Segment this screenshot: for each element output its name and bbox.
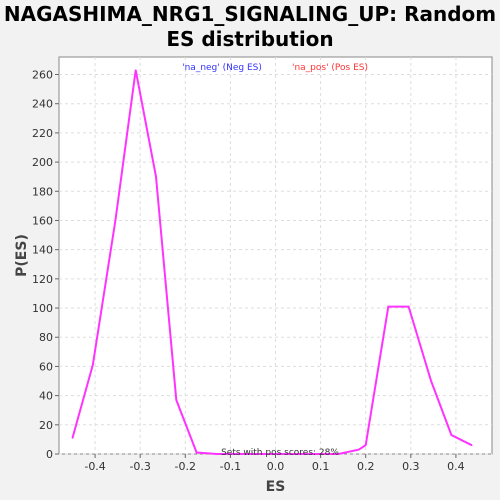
- x-tick-label: -0.3: [129, 460, 150, 473]
- y-tick-label: 240: [32, 98, 53, 111]
- x-tick-label: -0.4: [84, 460, 105, 473]
- data-point: [297, 453, 299, 455]
- chart-title: NAGASHIMA_NRG1_SIGNALING_UP: Random ES d…: [3, 2, 497, 51]
- x-tick-label: 0.4: [447, 460, 465, 473]
- y-tick-label: 20: [39, 419, 53, 432]
- data-point: [216, 453, 218, 455]
- data-point: [337, 453, 340, 455]
- x-tick-label: 0.1: [312, 460, 330, 473]
- x-tick-label: 0.0: [267, 460, 285, 473]
- x-tick-label: 0.2: [357, 460, 375, 473]
- data-point: [276, 453, 279, 455]
- data-point: [71, 437, 74, 439]
- data-point: [407, 305, 410, 308]
- data-point: [317, 453, 320, 455]
- grid: [59, 57, 492, 455]
- data-point: [114, 219, 117, 222]
- y-tick-label: 140: [32, 244, 53, 257]
- x-axis-title: ES: [266, 479, 286, 495]
- data-point: [364, 444, 367, 447]
- data-point: [155, 175, 157, 178]
- legend-item-label: 'na_neg' (Neg ES): [182, 63, 262, 73]
- legend-item-label: 'na_pos' (Pos ES): [292, 63, 368, 73]
- y-tick-label: 200: [32, 156, 53, 169]
- data-point: [358, 448, 360, 451]
- x-tick-label: -0.1: [220, 460, 241, 473]
- data-point: [450, 434, 453, 436]
- data-point: [195, 451, 198, 454]
- data-point: [430, 380, 432, 382]
- y-tick-label: 0: [46, 448, 53, 461]
- y-tick-label: 260: [32, 69, 53, 82]
- data-point: [134, 69, 137, 71]
- annotation-text: Sets with pos scores: 28%: [221, 448, 339, 458]
- y-tick-label: 80: [39, 331, 53, 344]
- data-point: [175, 399, 178, 401]
- data-point: [387, 305, 390, 308]
- series-layer: [71, 69, 473, 455]
- y-tick-label: 180: [32, 185, 53, 198]
- y-tick-label: 100: [32, 302, 53, 315]
- axes: -0.4 -0.3 -0.2 -0.1 0.0 0.1 0.2 0.3 0.4 0 20 40 60 80…: [32, 69, 465, 473]
- y-axis-title: P(ES): [14, 234, 30, 277]
- x-tick-label: -0.2: [175, 460, 196, 473]
- y-tick-label: 160: [32, 214, 53, 227]
- x-tick-label: 0.3: [402, 460, 420, 473]
- data-point: [92, 364, 94, 366]
- data-point: [236, 453, 238, 455]
- data-point: [470, 444, 473, 447]
- y-tick-label: 220: [32, 127, 53, 140]
- y-tick-label: 120: [32, 273, 53, 286]
- legend: 'na_neg' (Neg ES) 'na_pos' (Pos ES): [182, 63, 368, 73]
- data-point: [256, 453, 259, 455]
- y-tick-label: 60: [39, 360, 53, 373]
- y-tick-label: 40: [39, 390, 53, 403]
